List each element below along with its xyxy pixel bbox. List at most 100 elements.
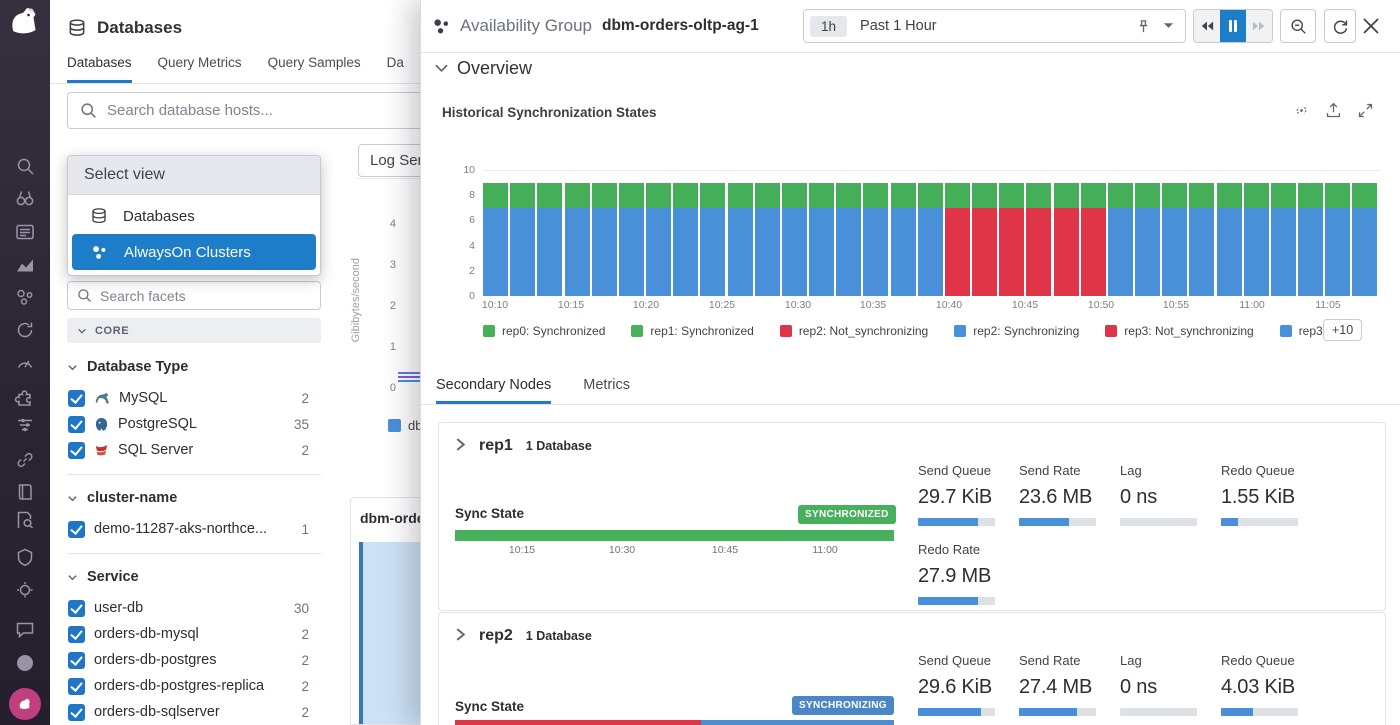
checkbox-checked[interactable] [68, 677, 85, 695]
core-section-header[interactable]: CORE [67, 318, 321, 343]
help-icon[interactable]: ? [14, 652, 36, 674]
facet-count: 2 [301, 390, 309, 406]
checkbox-checked[interactable] [68, 389, 85, 407]
facet-item[interactable]: orders-db-sqlserver 2 [67, 699, 321, 725]
view-option-alwayson-clusters[interactable]: AlwaysOn Clusters [72, 234, 316, 270]
facet-group-cluster-name[interactable]: cluster-name [67, 484, 321, 512]
chart-actions [1293, 102, 1374, 119]
y-tick: 8 [469, 189, 475, 202]
chevron-down-icon[interactable] [1163, 22, 1174, 30]
mid-y-tick: 3 [389, 259, 396, 271]
sync-bar [999, 183, 1025, 296]
search-icon[interactable] [14, 155, 36, 177]
puzzle-icon[interactable] [14, 386, 36, 408]
pin-icon[interactable] [1136, 19, 1151, 34]
pause-button[interactable] [1220, 10, 1246, 42]
refresh-button[interactable] [1324, 9, 1356, 43]
datadog-bits-logo[interactable] [9, 688, 41, 720]
tab-query-samples[interactable]: Query Samples [267, 55, 361, 70]
facet-search-input[interactable] [100, 287, 280, 304]
facet-group-database-type[interactable]: Database Type [67, 353, 321, 381]
cycle-icon[interactable] [14, 319, 36, 341]
pipeline-icon[interactable] [14, 414, 36, 436]
y-tick: 0 [469, 290, 475, 302]
legend-swatch [954, 325, 967, 337]
signal-icon[interactable] [1293, 102, 1310, 119]
notebook-icon[interactable] [14, 481, 36, 503]
doc-search-icon[interactable] [14, 509, 36, 531]
datadog-logo[interactable] [7, 4, 43, 40]
facet-item[interactable]: demo-11287-aks-northce... 1 [67, 516, 321, 542]
backward-button[interactable] [1194, 10, 1220, 42]
sync-bar [972, 183, 998, 296]
chevron-right-icon[interactable] [455, 628, 466, 641]
facet-item[interactable]: MySQL 2 [67, 385, 321, 411]
chevron-right-icon[interactable] [455, 438, 466, 451]
shield-icon[interactable] [14, 547, 36, 569]
chat-icon[interactable] [14, 619, 36, 641]
link-icon[interactable] [14, 449, 36, 471]
facet-group-service[interactable]: Service [67, 563, 321, 591]
checkbox-checked[interactable] [68, 599, 85, 617]
checkbox-checked[interactable] [68, 651, 85, 669]
view-dropdown: Select view Databases AlwaysOn Clusters [67, 155, 321, 276]
legend-item[interactable]: rep3: Not_synchronizing [1105, 324, 1254, 338]
facet-item[interactable]: orders-db-postgres 2 [67, 647, 321, 673]
checkbox-checked[interactable] [68, 415, 85, 433]
export-icon[interactable] [1325, 102, 1342, 119]
facet-item[interactable]: orders-db-mysql 2 [67, 621, 321, 647]
zoom-out-button[interactable] [1280, 9, 1316, 43]
legend-item[interactable]: rep2: Not_synchronizing [779, 324, 928, 338]
list-icon[interactable] [14, 221, 36, 243]
facet-count: 2 [301, 442, 309, 458]
legend-item[interactable]: rep2: Synchronizing [954, 324, 1079, 338]
sync-bar [809, 183, 835, 296]
checkbox-checked[interactable] [68, 625, 85, 643]
facet-item[interactable]: PostgreSQL 35 [67, 411, 321, 437]
legend-item[interactable]: rep0: Synchronized [483, 324, 605, 338]
area-chart-icon[interactable] [14, 254, 36, 276]
target-icon[interactable] [14, 579, 36, 601]
y-tick: 10 [463, 164, 475, 176]
binoculars-icon[interactable] [14, 187, 36, 209]
timeline-tick: 10:30 [608, 544, 636, 556]
sync-bar [483, 183, 508, 296]
checkbox-checked[interactable] [68, 520, 85, 538]
host-search-input[interactable] [107, 102, 507, 119]
facet-item[interactable]: orders-db-postgres-replica 2 [67, 673, 321, 699]
time-range-selector[interactable]: 1h Past 1 Hour [803, 9, 1186, 43]
close-button[interactable] [1362, 17, 1380, 35]
gauge-icon[interactable] [14, 352, 36, 374]
view-option-databases[interactable]: Databases [68, 198, 320, 234]
checkbox-checked[interactable] [68, 703, 85, 721]
mid-y-tick: 2 [389, 300, 396, 312]
forward-button[interactable] [1246, 10, 1272, 42]
mid-chart-legend[interactable]: db [388, 418, 422, 433]
legend-item[interactable]: rep1: Synchronized [631, 324, 754, 338]
x-tick: 10:50 [1087, 299, 1115, 311]
tab-databases[interactable]: Databases [67, 46, 132, 83]
tab-cut[interactable]: Da [386, 55, 404, 70]
x-tick: 10:40 [935, 299, 963, 311]
facet-search-box[interactable] [67, 281, 321, 310]
tab-metrics[interactable]: Metrics [583, 376, 630, 393]
tab-query-metrics[interactable]: Query Metrics [157, 55, 242, 70]
facet-item[interactable]: SQL Server 2 [67, 437, 321, 463]
cluster-icon[interactable] [14, 286, 36, 308]
timeline-segment-not_synchronizing [455, 720, 701, 725]
sync-state-badge: SYNCHRONIZED [798, 505, 896, 524]
overview-section-header[interactable]: Overview [435, 58, 532, 79]
chevron-down-icon [68, 574, 77, 580]
sync-bar [673, 183, 699, 296]
y-tick: 6 [469, 214, 475, 227]
fullscreen-icon[interactable] [1357, 102, 1374, 119]
facet-item[interactable]: user-db 30 [67, 595, 321, 621]
checkbox-checked[interactable] [68, 441, 85, 459]
timeline-segment-synchronizing [700, 720, 894, 725]
sync-bar [917, 183, 943, 296]
sync-bar [1216, 183, 1242, 296]
legend-overflow-badge[interactable]: +10 [1323, 319, 1363, 341]
sync-bar [863, 183, 889, 296]
chevron-down-icon [435, 64, 448, 73]
tab-secondary-nodes[interactable]: Secondary Nodes [436, 368, 552, 404]
